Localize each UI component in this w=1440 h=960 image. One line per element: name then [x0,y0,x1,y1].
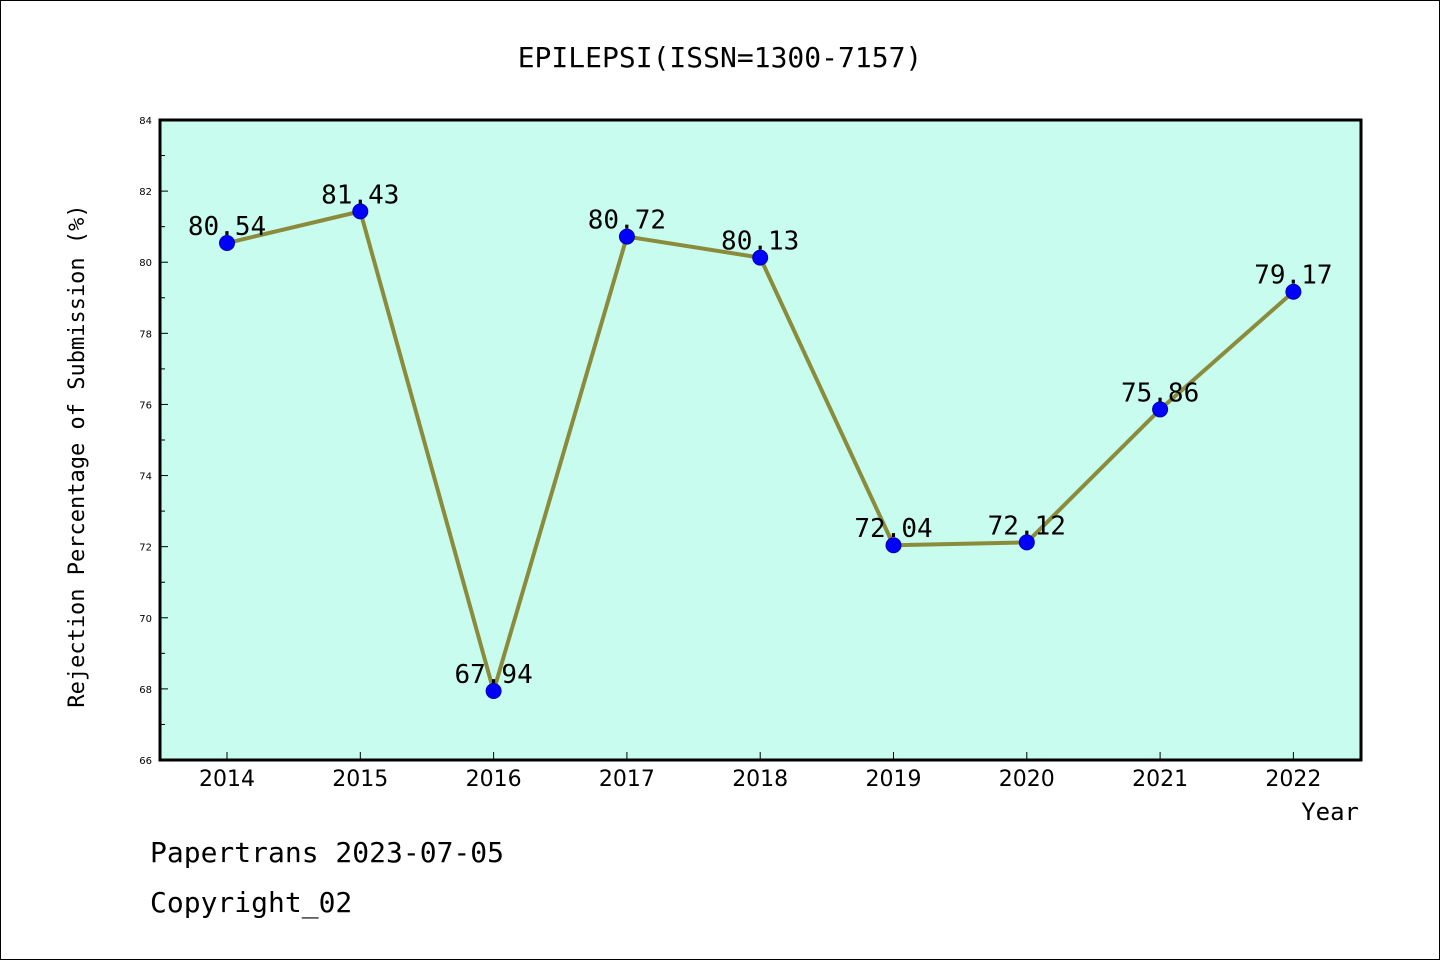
y-axis: 66 68 70 72 74 76 78 80 82 84 [139,116,168,767]
data-point [752,249,769,266]
x-tick-label: 2015 [332,767,388,792]
data-point [1152,401,1169,418]
y-tick-label: 68 [139,685,152,696]
y-tick-label: 74 [139,472,152,483]
y-tick-label: 72 [139,543,152,554]
x-tick-label: 2019 [866,767,922,792]
x-tick-label: 2018 [732,767,788,792]
plot-area [158,118,1363,762]
data-label: 79.17 [1254,261,1332,291]
series-group: 80.54 81.43 67.94 80.72 80.13 72.04 72.12 75.86… [188,180,1333,700]
data-label: 80.13 [721,227,799,257]
data-point [618,228,635,245]
data-point [352,203,369,220]
y-tick-label: 78 [139,329,152,340]
x-axis-label: Year [1301,798,1359,826]
x-tick-label: 2017 [599,767,655,792]
data-label: 81.43 [321,180,399,210]
data-label: 80.54 [188,212,266,242]
data-point [1018,534,1035,551]
data-label: 72.04 [854,514,932,544]
x-tick-label: 2020 [999,767,1055,792]
y-axis-label: Rejection Percentage of Submission (%) [65,204,90,707]
data-label: 80.72 [588,206,666,236]
x-tick-label: 2021 [1132,767,1188,792]
y-tick-label: 82 [139,187,152,198]
x-tick-label: 2022 [1265,767,1321,792]
y-tick-label: 70 [139,614,152,625]
data-point [885,537,902,554]
data-label: 72.12 [988,511,1066,541]
x-axis: 2014 2015 2016 2017 2018 2019 2020 2021 2022 [199,752,1321,792]
data-label: 75.86 [1121,378,1199,408]
data-label: 67.94 [454,660,532,690]
footer-copyright: Copyright_02 [150,886,353,919]
chart-title: EPILEPSI(ISSN=1300-7157) [518,41,923,74]
y-tick-label: 76 [139,400,152,411]
y-tick-label: 80 [139,258,152,269]
data-point [1285,283,1302,300]
x-tick-label: 2016 [466,767,522,792]
x-tick-label: 2014 [199,767,255,792]
footer-date: Papertrans 2023-07-05 [150,836,505,869]
y-tick-label: 84 [139,116,152,127]
data-point [485,683,502,700]
data-point [219,235,235,252]
y-tick-label: 66 [139,756,152,767]
